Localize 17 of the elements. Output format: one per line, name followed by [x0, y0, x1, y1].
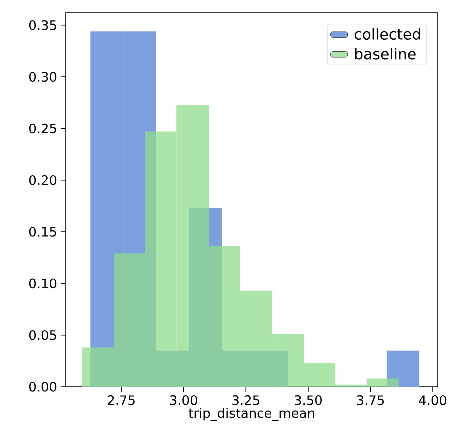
y-tick-label: 0.05 [30, 330, 56, 340]
y-tick-label: 0.25 [30, 124, 56, 134]
y-tick-label: 0.30 [30, 72, 57, 82]
x-tick-label: 3.00 [170, 396, 198, 406]
y-tick-label: 0.00 [30, 382, 57, 392]
x-tick-label: 3.25 [232, 396, 260, 406]
x-tick-label: 3.75 [357, 396, 384, 406]
y-tick-label: 0.20 [30, 175, 57, 186]
legend-label: baseline [355, 48, 416, 60]
y-tick-label: 0.10 [30, 278, 57, 289]
x-axis-title: trip_distance_mean [188, 408, 314, 422]
legend-label: collected [354, 28, 420, 40]
x-tick-label: 4.00 [419, 396, 447, 406]
x-tick-label: 2.75 [108, 396, 135, 406]
y-tick-label: 0.35 [30, 20, 56, 30]
x-tick-label: 3.50 [295, 396, 322, 406]
y-tick-label: 0.15 [30, 227, 56, 237]
